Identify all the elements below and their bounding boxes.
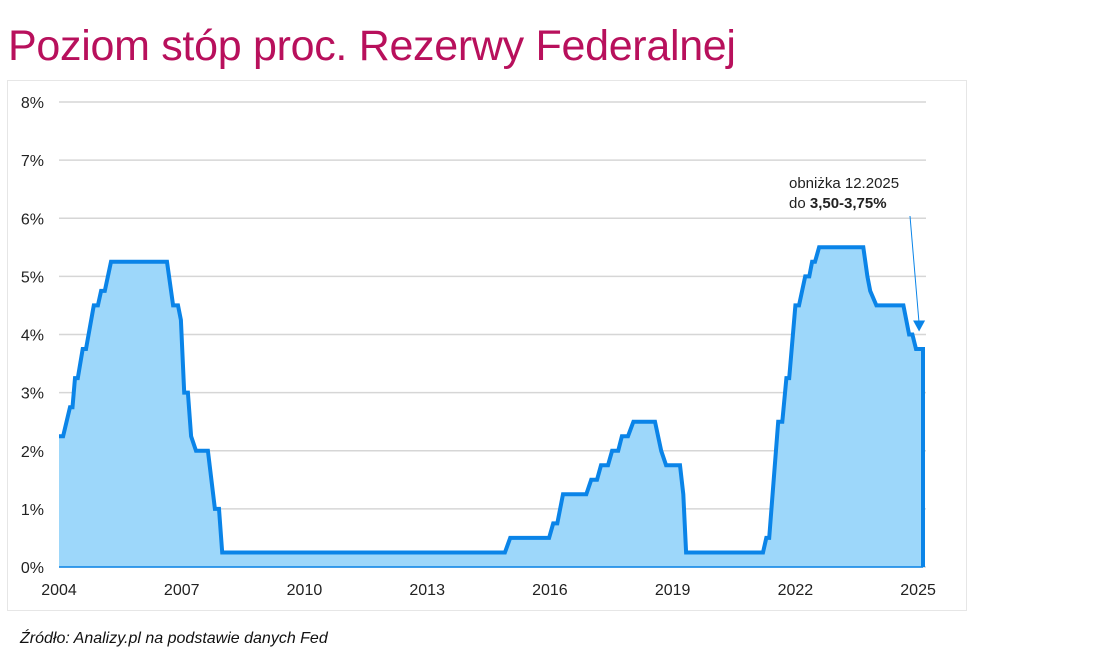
chart-frame [7, 80, 967, 611]
source-note: Źródło: Analizy.pl na podstawie danych F… [20, 630, 328, 647]
x-tick-label: 2019 [655, 582, 691, 599]
rate-line [59, 245, 925, 567]
x-tick-label: 2022 [778, 582, 814, 599]
y-tick-label: 2% [21, 444, 44, 461]
annotation-line2: do 3,50-3,75% [789, 195, 887, 212]
y-tick-label: 6% [21, 211, 44, 228]
page-title: Poziom stóp proc. Rezerwy Federalnej [8, 22, 736, 70]
y-tick-label: 0% [21, 560, 44, 577]
y-tick-label: 5% [21, 269, 44, 286]
x-tick-label: 2010 [287, 582, 323, 599]
x-tick-label: 2004 [41, 582, 77, 599]
x-tick-label: 2007 [164, 582, 200, 599]
y-tick-label: 8% [21, 95, 44, 112]
y-tick-label: 1% [21, 502, 44, 519]
annotation-arrow-head [913, 320, 926, 332]
y-tick-label: 7% [21, 153, 44, 170]
rate-area [59, 247, 923, 568]
x-tick-label: 2025 [900, 582, 936, 599]
x-tick-label: 2013 [409, 582, 445, 599]
x-tick-label: 2016 [532, 582, 568, 599]
y-tick-label: 3% [21, 386, 44, 403]
y-tick-label: 4% [21, 328, 44, 345]
annotation-line1: obniżka 12.2025 [789, 175, 899, 192]
annotation-arrow-line [909, 215, 920, 324]
